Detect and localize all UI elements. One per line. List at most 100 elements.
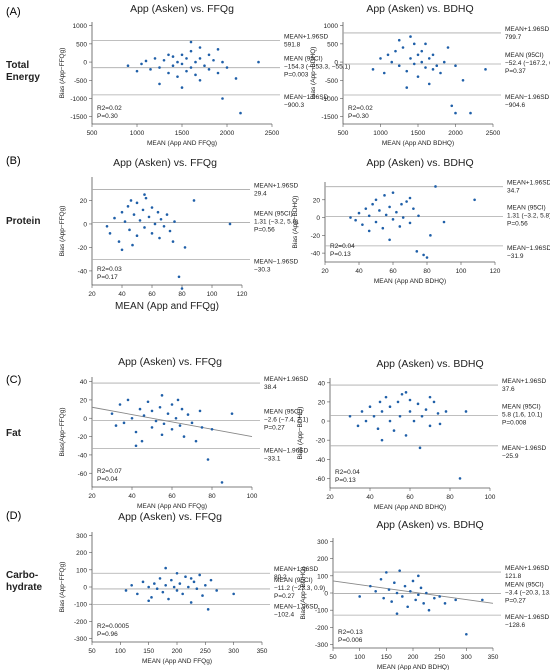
data-point [171,64,175,68]
row-label: Protein [6,216,40,227]
data-point [144,196,148,200]
data-point [201,594,204,597]
data-point [180,86,184,89]
upper-loa-label: MEAN+1.96SD [284,34,329,41]
data-point [198,78,202,82]
x-tick-label: 80 [423,268,431,275]
y-tick-label: -40 [316,457,326,464]
data-point [180,287,184,290]
data-point [398,569,401,572]
data-point [150,426,154,429]
data-point [420,60,424,64]
x-tick-label: 50 [329,654,337,661]
data-point [122,421,126,425]
regression-line [332,580,494,604]
chart-title: App (Asken) vs. BDHQ [366,157,473,169]
x-tick-label: 2500 [265,130,280,137]
data-point [108,232,112,235]
mean-bias-label: P=0.008 [502,419,527,426]
data-point [420,49,424,53]
data-point [438,595,441,598]
data-point [395,591,399,595]
data-point [198,409,202,413]
upper-loa-label: 80.2 [274,574,287,581]
r2-label: R2=0.04 [335,469,360,476]
data-point [354,218,357,222]
x-tick-label: 1500 [175,130,190,137]
data-point [140,439,144,443]
data-point [424,408,428,411]
data-point [369,584,372,588]
y-axis-label: Bias (App−FFQg) [59,562,66,613]
y-axis-label: Bias (App−BDHQ) [292,196,299,249]
data-point [436,412,440,415]
data-point [171,55,175,58]
data-point [220,481,224,484]
x-tick-label: 250 [200,648,211,655]
y-axis-label: Bias(App−FFQg) [59,408,66,457]
mean-bias-label: 1.31 (−3.2, 5.8) [507,212,550,219]
data-point [171,240,175,243]
data-point [194,73,197,77]
data-point [131,243,134,247]
p-value-label: P=0.17 [97,274,118,281]
data-point [360,410,364,413]
r2-label: R2=0.02 [97,105,122,112]
row-label: Energy [6,72,40,83]
y-axis-label: Bias (App−FFQg) [59,48,66,99]
mean-bias-label: P=0.56 [254,226,275,233]
data-point [446,46,450,49]
data-point [390,60,394,64]
data-point [161,590,165,594]
mean-bias-label: P=0.003 [284,72,309,79]
y-tick-label: -1500 [70,114,87,121]
data-point [118,403,122,406]
data-point [433,596,436,600]
y-tick-label: 20 [318,399,326,406]
y-tick-label: 0 [324,591,328,598]
data-point [181,592,184,596]
upper-loa-label: MEAN+1.96SD [507,180,550,187]
data-point [361,223,364,226]
data-point [390,600,393,603]
p-value-label: P=0.96 [97,631,118,638]
chart-panel: App (Asken) vs. FFQg -60 -40 -20 0 20 40 20 40 60… [59,356,309,510]
data-point [461,78,465,82]
data-point [221,60,224,64]
y-tick-label: -200 [315,625,328,632]
data-point [170,578,173,582]
data-point [215,589,218,592]
mean-bias-label: MEAN (95CI) [254,210,293,217]
data-point [383,194,386,197]
data-point [424,66,427,69]
data-point [173,220,176,223]
data-point [130,583,133,587]
data-point [194,60,197,64]
y-tick-label: 0 [321,419,325,426]
data-point [385,571,388,574]
y-tick-label: 20 [313,197,321,204]
data-point [228,222,232,226]
x-tick-label: 100 [115,648,126,655]
x-tick-label: 20 [88,291,96,298]
y-axis-label: Bias (App−BDHQ) [300,567,307,620]
regression-line [91,406,253,438]
y-tick-label: -40 [78,268,88,275]
p-value-label: P=0.13 [330,251,351,258]
data-point [189,40,193,44]
data-point [120,248,124,252]
data-point [130,416,134,420]
y-tick-label: 1000 [73,23,88,30]
data-point [412,207,415,210]
data-point [417,214,420,218]
y-tick-label: -100 [74,602,87,609]
data-point [378,209,381,212]
y-axis-label: Bias (App−BDHQ) [310,47,317,100]
data-point [374,198,378,202]
lower-loa-label: −31.9 [507,253,524,260]
data-point [114,424,118,427]
y-tick-label: 40 [80,379,88,386]
x-tick-label: 120 [490,268,501,275]
data-point [364,207,368,210]
